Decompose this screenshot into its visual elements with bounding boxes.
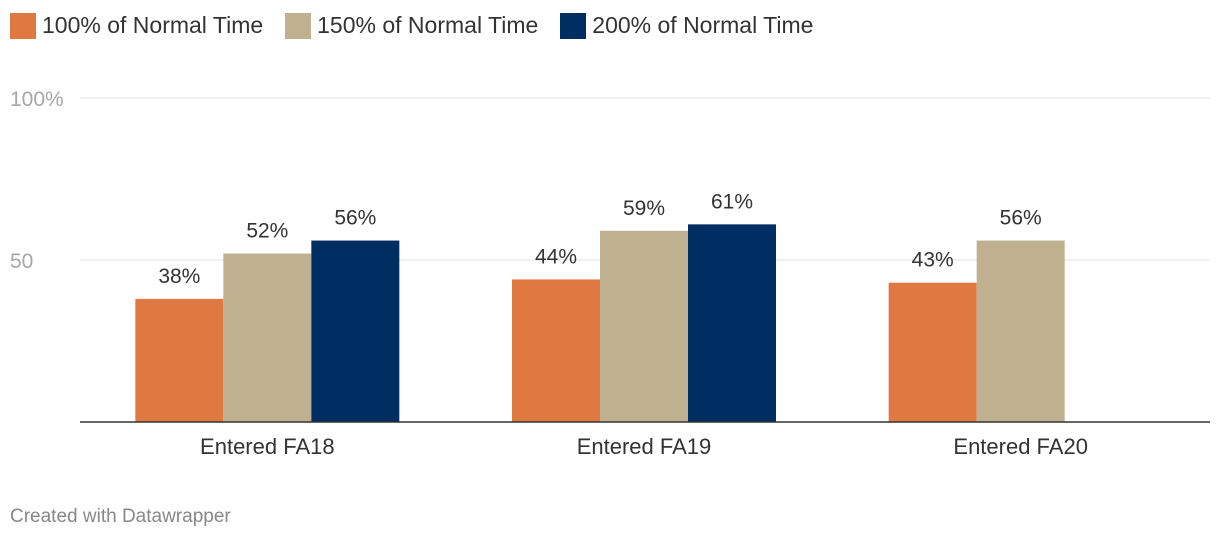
y-tick-label: 100% <box>10 88 64 111</box>
data-label: 43% <box>912 249 954 272</box>
x-category-label: Entered FA20 <box>953 434 1088 459</box>
chart-legend: 100% of Normal Time 150% of Normal Time 20… <box>10 12 813 39</box>
bar <box>512 279 600 422</box>
legend-item: 100% of Normal Time <box>10 12 263 39</box>
y-tick-label: 50 <box>10 250 33 273</box>
bar <box>888 282 977 422</box>
data-label: 56% <box>1000 207 1042 230</box>
legend-swatch <box>560 12 587 39</box>
bar <box>688 224 776 422</box>
legend-label: 100% of Normal Time <box>42 12 264 38</box>
legend-label: 200% of Normal Time <box>592 12 814 38</box>
data-label: 56% <box>334 207 376 230</box>
data-label: 59% <box>623 197 665 220</box>
bar <box>223 253 312 422</box>
x-category-label: Entered FA18 <box>200 434 335 459</box>
legend-label: 150% of Normal Time <box>317 12 539 38</box>
legend-item: 200% of Normal Time <box>560 12 813 39</box>
data-label: 61% <box>711 190 753 213</box>
x-category-label: Entered FA19 <box>577 434 712 459</box>
legend-item: 150% of Normal Time <box>285 12 538 39</box>
legend-swatch <box>285 12 312 39</box>
data-label: 38% <box>158 265 200 288</box>
bar <box>600 230 688 422</box>
bar <box>976 240 1065 422</box>
chart-credit: Created with Datawrapper <box>10 506 231 527</box>
legend-swatch <box>10 12 36 39</box>
data-label: 52% <box>246 220 288 243</box>
bar <box>311 240 400 422</box>
data-label: 44% <box>535 245 577 268</box>
bar <box>135 298 224 422</box>
